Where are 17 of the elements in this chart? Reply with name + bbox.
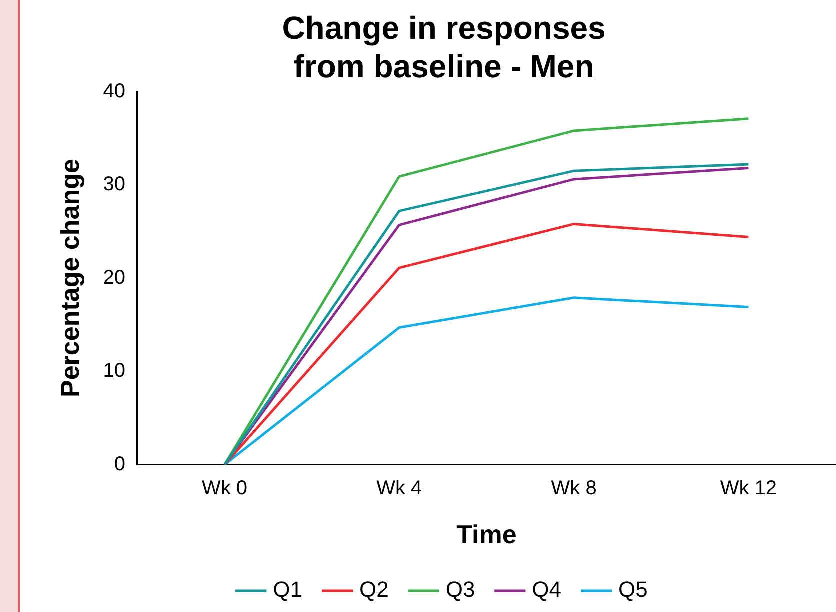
y-tick-label: 20	[103, 266, 126, 289]
y-tick-label: 30	[103, 174, 126, 196]
y-tick-label: 40	[103, 80, 126, 102]
x-tick-label: Wk 8	[551, 477, 597, 500]
legend-label: Q1	[273, 577, 302, 602]
y-tick-label: 0	[114, 453, 126, 476]
legend-label: Q3	[446, 577, 476, 602]
chart-title: Change in responses from baseline - Men	[282, 10, 606, 84]
x-tick-label: Wk 4	[376, 477, 422, 500]
y-axis-title: Percentage change	[54, 159, 85, 398]
x-tick-label: Wk 0	[202, 477, 248, 500]
x-tick-label: Wk 12	[720, 477, 778, 500]
legend-label: Q2	[359, 577, 389, 602]
legend-label: Q4	[532, 577, 562, 602]
legend-label: Q5	[618, 577, 648, 602]
x-axis-title: Time	[456, 520, 517, 550]
y-tick-label: 10	[103, 360, 126, 382]
